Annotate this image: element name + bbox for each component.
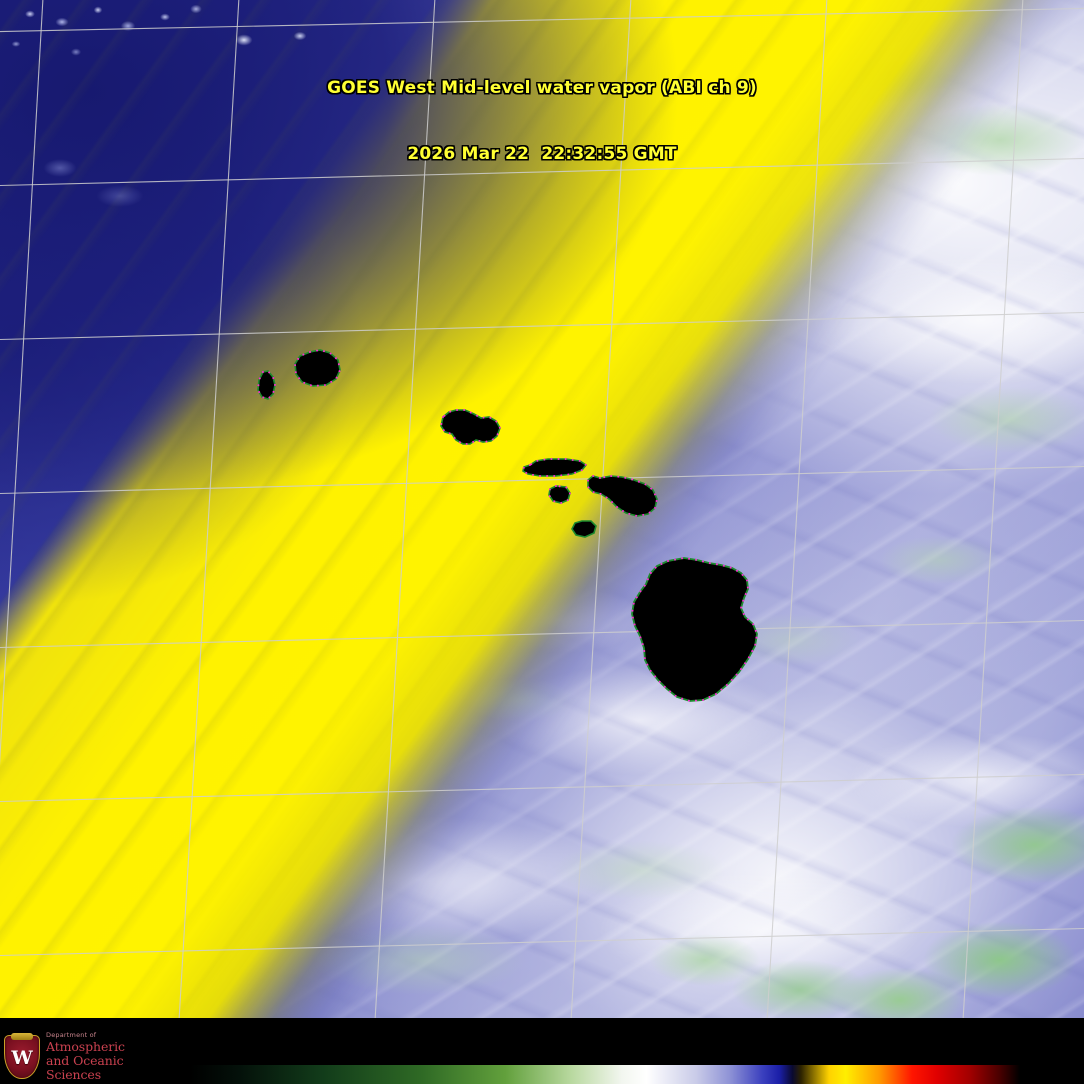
colorbar-tick-mark bbox=[369, 1044, 372, 1065]
logo-name-line2: and Oceanic Sciences bbox=[46, 1053, 124, 1083]
uw-crest-icon: W bbox=[4, 1035, 40, 1079]
colorbar-tick-labels: 180 200 220 240 260 280 300 320 bbox=[0, 1018, 1084, 1047]
logo-name-line1: Atmospheric bbox=[46, 1039, 125, 1055]
product-timestamp: 2026 Mar 22 22:32:55 GMT bbox=[407, 144, 677, 164]
colorbar-tick-label: 220 bbox=[448, 1020, 489, 1042]
colorbar-tick-label: 200 bbox=[350, 1020, 391, 1042]
colorbar-tick-mark bbox=[467, 1044, 470, 1065]
colorbar-tick-mark bbox=[760, 1044, 763, 1065]
product-title-block: GOES West Mid-level water vapor (ABI ch … bbox=[0, 33, 1084, 209]
satellite-image: GOES West Mid-level water vapor (ABI ch … bbox=[0, 0, 1084, 1018]
product-title-line1: GOES West Mid-level water vapor (ABI ch … bbox=[327, 78, 757, 98]
colorbar-tick-mark bbox=[955, 1044, 958, 1065]
colorbar-tick-label: 320 bbox=[936, 1020, 977, 1042]
crest-letter: W bbox=[11, 1046, 33, 1069]
colorbar-tick-label: 240 bbox=[546, 1020, 586, 1042]
colorbar-tick-label: 300 bbox=[839, 1020, 879, 1042]
logo-department-label: Department of bbox=[46, 1030, 97, 1039]
colorbar-gradient[interactable] bbox=[190, 1065, 1020, 1084]
colorbar-tick-label: 180 bbox=[253, 1020, 293, 1042]
colorbar-tick-marks bbox=[0, 1044, 1084, 1065]
colorbar-tick-mark bbox=[272, 1044, 274, 1065]
logo-text-block: Department of Atmospheric and Oceanic Sc… bbox=[46, 1032, 160, 1083]
colorbar-tick-label: 280 bbox=[741, 1020, 782, 1042]
colorbar-tick-mark bbox=[564, 1044, 567, 1065]
colorbar-tick-mark bbox=[857, 1044, 860, 1065]
colorbar-tick-label: 260 bbox=[643, 1020, 684, 1042]
uw-madison-aos-logo[interactable]: W Department of Atmospheric and Oceanic … bbox=[0, 1030, 160, 1084]
colorbar-panel: 180 200 220 240 260 280 300 320 bbox=[0, 1018, 1084, 1084]
colorbar-tick-mark bbox=[662, 1044, 665, 1065]
